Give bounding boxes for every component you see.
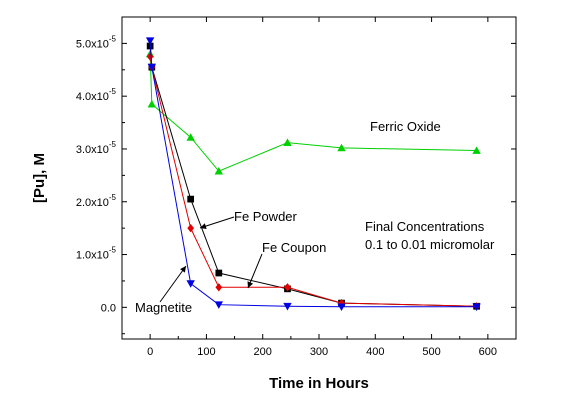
data-point <box>186 133 195 141</box>
data-point <box>472 303 481 311</box>
y-tick-mantissa: 4.0x10 <box>76 91 109 103</box>
y-tick-exponent: -5 <box>109 140 117 149</box>
series-line <box>149 53 477 172</box>
data-point <box>145 37 155 45</box>
annotation-layer: Ferric Oxide Fe Powder Fe Coupon Magnetite F… <box>135 119 495 315</box>
data-point <box>283 302 292 311</box>
data-point <box>187 223 195 233</box>
series-ferric-oxide <box>145 49 481 175</box>
annotation-arrowhead <box>247 281 254 288</box>
data-point <box>187 195 195 203</box>
data-point <box>147 99 157 108</box>
x-tick-label: 200 <box>254 346 272 358</box>
y-tick-label: 2.0x10-5 <box>76 193 117 209</box>
data-point <box>337 303 346 311</box>
data-point <box>147 63 157 72</box>
x-tick-label: 400 <box>366 346 384 358</box>
x-tick-label: 500 <box>422 346 440 358</box>
series-magnetite <box>145 37 481 311</box>
annotation-final1: Final Concentrations <box>365 219 485 234</box>
y-tick-label: 0.0 <box>101 302 116 314</box>
plot-frame <box>121 16 517 340</box>
data-point <box>284 283 291 292</box>
data-point <box>215 283 223 292</box>
series-line <box>149 56 477 307</box>
y-tick-label: 5.0x10-5 <box>76 34 117 50</box>
series-fe-powder <box>146 42 480 310</box>
annotation-magnetite: Magnetite <box>135 300 192 315</box>
y-tick-label: 1.0x10-5 <box>76 246 117 262</box>
y-tick-mantissa: 2.0x10 <box>76 197 109 209</box>
ticks-layer: 0 100 200 300 400 500 6000.01.0x10-52.0x10-53.… <box>76 16 517 358</box>
data-point <box>186 280 195 288</box>
x-axis-label: Time in Hours <box>269 375 369 392</box>
y-tick-exponent: -5 <box>109 246 117 255</box>
y-tick-exponent: -5 <box>109 193 117 202</box>
data-point <box>214 166 224 175</box>
series-line <box>149 45 477 307</box>
x-tick-label: 100 <box>197 346 215 358</box>
data-point <box>215 269 223 277</box>
series-fe-coupon <box>146 52 480 311</box>
annotation-ferric: Ferric Oxide <box>370 119 441 134</box>
x-tick-label: 300 <box>310 346 328 358</box>
annotation-leader <box>247 253 263 289</box>
y-tick-label: 3.0x10-5 <box>76 140 117 156</box>
y-axis-label: [Pu], M <box>31 153 48 203</box>
data-point <box>472 146 481 154</box>
data-point <box>214 301 224 309</box>
y-tick-mantissa: 3.0x10 <box>76 144 109 156</box>
y-tick-exponent: -5 <box>109 34 117 43</box>
annotation-powder: Fe Powder <box>234 209 298 224</box>
data-point <box>337 143 346 152</box>
y-tick-mantissa: 1.0x10 <box>76 250 109 262</box>
series-layer <box>145 37 481 311</box>
y-tick-exponent: -5 <box>109 87 117 96</box>
data-point <box>146 52 154 61</box>
annotation-arrowhead <box>180 266 186 273</box>
y-tick-mantissa: 0.0 <box>101 302 116 314</box>
series-line <box>149 40 477 308</box>
x-tick-label: 0 <box>147 346 153 358</box>
annotation-leader <box>159 265 187 303</box>
x-tick-label: 600 <box>479 346 497 358</box>
annotation-final2: 0.1 to 0.01 micromolar <box>365 237 495 252</box>
y-tick-mantissa: 5.0x10 <box>76 38 109 50</box>
data-point <box>283 138 292 146</box>
y-tick-label: 4.0x10-5 <box>76 87 117 103</box>
annotation-arrowhead <box>200 223 207 230</box>
annotation-coupon: Fe Coupon <box>262 240 326 255</box>
